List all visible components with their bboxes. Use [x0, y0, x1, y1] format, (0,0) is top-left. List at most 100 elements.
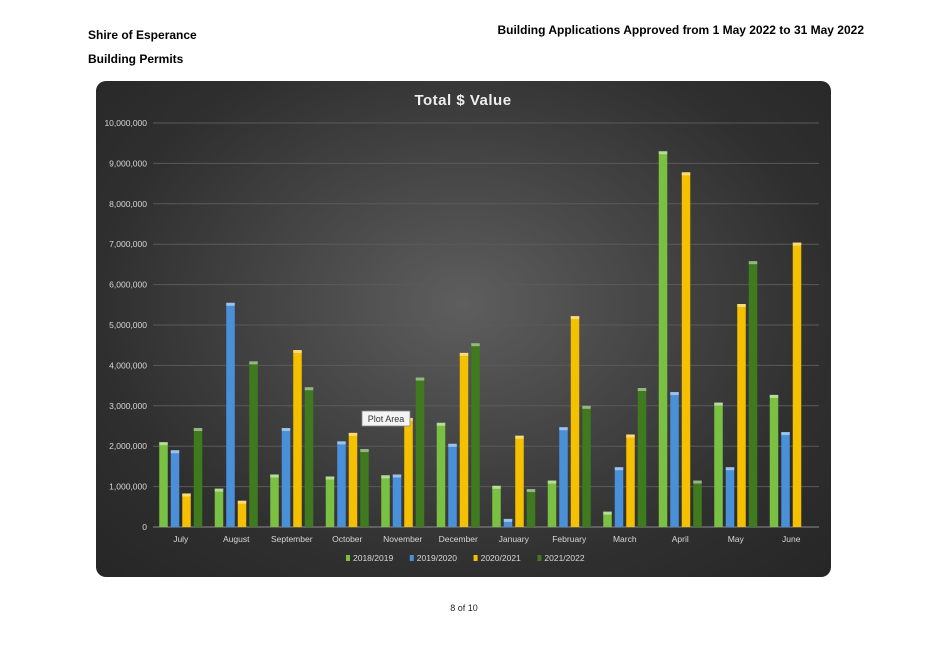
x-tick-label: January	[499, 534, 530, 544]
bar-top-highlight	[448, 443, 457, 447]
y-tick-label: 9,000,000	[109, 158, 147, 168]
bar-top-highlight	[681, 172, 691, 176]
report-title: Building Applications Approved from 1 Ma…	[497, 23, 864, 37]
plot-area-tooltip	[361, 410, 411, 427]
bar	[159, 442, 168, 527]
bar-top-highlight	[658, 151, 668, 155]
bar-top-highlight	[249, 361, 258, 365]
bar-top-highlight	[193, 428, 203, 432]
bar-top-highlight	[503, 518, 513, 522]
bar	[381, 475, 390, 527]
bar-top-highlight	[515, 435, 524, 439]
bar-top-highlight	[582, 405, 591, 409]
bar	[237, 500, 247, 527]
legend-swatch	[346, 555, 350, 561]
bar-top-highlight	[725, 467, 735, 471]
bar	[293, 350, 302, 527]
bar-top-highlight	[392, 474, 402, 478]
legend-label: 2021/2022	[544, 553, 584, 563]
bar	[415, 377, 425, 527]
bar-top-highlight	[436, 422, 446, 426]
y-tick-label: 4,000,000	[109, 360, 147, 370]
bar	[737, 303, 746, 527]
x-tick-label: December	[439, 534, 478, 544]
bar-top-highlight	[492, 485, 501, 489]
bar	[392, 474, 402, 527]
bar-top-highlight	[293, 350, 302, 354]
y-tick-label: 2,000,000	[109, 441, 147, 451]
legend-label: 2019/2020	[417, 553, 457, 563]
bar	[547, 480, 557, 527]
bar	[792, 242, 802, 528]
bar	[193, 428, 203, 527]
bar-top-highlight	[769, 394, 779, 398]
plot-area-tooltip-label: Plot Area	[368, 414, 405, 424]
legend-label: 2018/2019	[353, 553, 393, 563]
bar-top-highlight	[459, 352, 469, 356]
bar	[281, 428, 291, 527]
bar	[182, 493, 191, 527]
bar	[459, 352, 469, 527]
bar-top-highlight	[637, 388, 647, 392]
bar-top-highlight	[748, 261, 758, 265]
org-name: Shire of Esperance	[88, 28, 197, 42]
y-tick-label: 8,000,000	[109, 199, 147, 209]
bar	[526, 489, 536, 527]
bar	[436, 422, 446, 527]
bar	[637, 388, 647, 527]
bar-top-highlight	[182, 493, 191, 497]
chart-card[interactable]: Total $ Value 0 1,000,000 2,000,000 3,000,00…	[96, 81, 831, 577]
bar	[670, 392, 679, 527]
header-left: Shire of Esperance Building Permits	[88, 23, 197, 71]
bar-top-highlight	[670, 392, 679, 396]
legend-swatch	[473, 555, 478, 561]
y-tick-label: 10,000,000	[104, 118, 147, 128]
bar	[781, 432, 790, 527]
bar	[448, 443, 457, 527]
bar	[249, 361, 258, 527]
bar-top-highlight	[626, 434, 635, 438]
bar	[603, 511, 612, 527]
bar-top-highlight	[170, 450, 180, 454]
bar	[503, 518, 513, 527]
y-tick-label: 5,000,000	[109, 320, 147, 330]
chart-title: Total $ Value	[414, 92, 511, 109]
bar	[325, 476, 335, 527]
bar-top-highlight	[226, 302, 235, 306]
x-tick-label: June	[782, 534, 801, 544]
bar	[714, 402, 723, 527]
bar-top-highlight	[237, 500, 247, 504]
x-tick-label: March	[613, 534, 637, 544]
bar	[348, 432, 358, 527]
x-tick-label: July	[173, 534, 189, 544]
y-tick-label: 6,000,000	[109, 280, 147, 290]
bar-top-highlight	[360, 449, 369, 453]
bar	[515, 435, 524, 527]
bar	[360, 449, 369, 527]
x-tick-label: February	[552, 534, 587, 544]
legend-swatch	[409, 555, 414, 561]
section-name: Building Permits	[88, 52, 184, 66]
bar	[748, 261, 758, 527]
bar-top-highlight	[792, 242, 802, 246]
chart-svg[interactable]: Total $ Value 0 1,000,000 2,000,000 3,000,00…	[96, 81, 831, 577]
bar	[404, 417, 413, 527]
bar-top-highlight	[348, 432, 358, 436]
bar	[170, 450, 180, 527]
x-tick-label: May	[728, 534, 745, 544]
bar-top-highlight	[603, 511, 612, 515]
page-number: 8 of 10	[450, 603, 478, 613]
bar	[582, 405, 591, 527]
bar-top-highlight	[614, 467, 624, 471]
bar-top-highlight	[381, 475, 390, 479]
bar-top-highlight	[737, 303, 746, 307]
bar	[626, 434, 635, 527]
bar-top-highlight	[325, 476, 335, 480]
bar	[304, 387, 314, 527]
bar	[658, 151, 668, 527]
y-tick-label: 0	[142, 522, 147, 532]
bar-top-highlight	[547, 480, 557, 484]
bar-top-highlight	[281, 428, 291, 432]
bar	[471, 343, 480, 527]
bar	[214, 488, 224, 527]
